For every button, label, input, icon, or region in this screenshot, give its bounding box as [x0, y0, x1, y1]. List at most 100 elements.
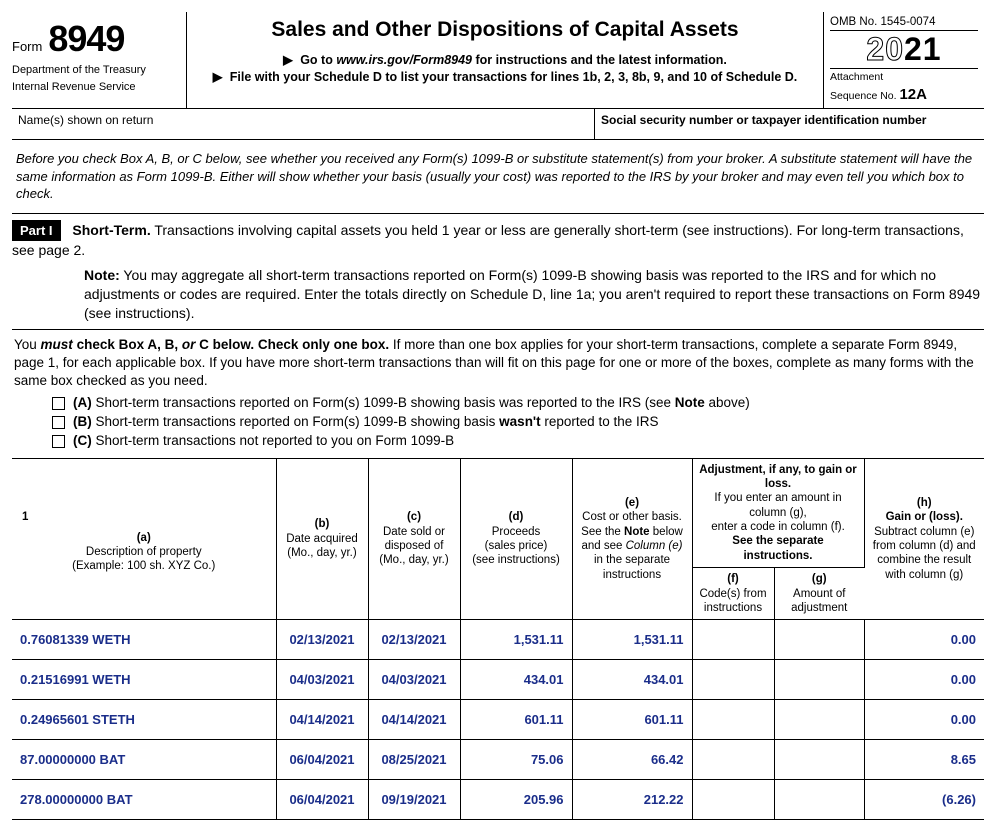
cell-b: 02/13/2021 — [276, 620, 368, 660]
part-1-label: Part I — [12, 220, 61, 242]
omb-number: OMB No. 1545-0074 — [830, 16, 978, 31]
cell-a: 0.24965601 STETH — [12, 700, 276, 740]
col-d-l3: (see instructions) — [472, 554, 560, 566]
cell-f — [692, 700, 774, 740]
cell-g — [774, 740, 864, 780]
col-adj-l1: Adjustment, if any, to gain or loss. — [699, 464, 857, 490]
file-text: File with your Schedule D to list your t… — [230, 70, 798, 84]
col-b-header: (b) Date acquired (Mo., day, yr.) — [276, 459, 368, 620]
form-word: Form — [12, 39, 42, 54]
col-e-header: (e) Cost or other basis. See the Note be… — [572, 459, 692, 620]
col-e-bold: (e) — [625, 497, 639, 509]
table-row: 278.00000000 BAT06/04/202109/19/2021205.… — [12, 780, 984, 820]
cell-g — [774, 660, 864, 700]
col-adj-l3: enter a code in column (f). — [711, 521, 845, 533]
cell-e: 434.01 — [572, 660, 692, 700]
form-file-line: ▶ File with your Schedule D to list your… — [197, 69, 813, 84]
cell-c: 04/03/2021 — [368, 660, 460, 700]
shortterm-bold: Short-Term. — [72, 222, 150, 238]
col-e-l1: Cost or other basis. — [582, 511, 682, 523]
cell-f — [692, 780, 774, 820]
part-1-note: Note: You may aggregate all short-term t… — [84, 266, 984, 323]
col-a-bold: (a) — [137, 532, 151, 544]
shortterm-text: Transactions involving capital assets yo… — [12, 222, 964, 259]
col-h-header: (h) Gain or (loss). Subtract column (e) … — [864, 459, 984, 620]
cell-e: 212.22 — [572, 780, 692, 820]
goto-url: www.irs.gov/Form8949 — [336, 53, 472, 67]
col-f-l1: Code(s) from instructions — [699, 588, 766, 614]
cb-a-note: Note — [675, 395, 705, 410]
col-adj-header: Adjustment, if any, to gain or loss. If … — [692, 459, 864, 568]
cell-h: 0.00 — [864, 700, 984, 740]
cell-e: 601.11 — [572, 700, 692, 740]
form-header: Form 8949 Department of the Treasury Int… — [12, 12, 984, 109]
cell-d: 1,531.11 — [460, 620, 572, 660]
part-1-section: Part I Short-Term. Transactions involvin… — [12, 214, 984, 330]
arrow-icon: ▶ — [213, 69, 223, 84]
col-adj-l4: See the separate instructions. — [732, 535, 823, 561]
col-e-l2b: below — [650, 526, 683, 538]
cell-h: 0.00 — [864, 660, 984, 700]
cell-d: 601.11 — [460, 700, 572, 740]
cell-g — [774, 620, 864, 660]
cb-b-pre: (B) — [73, 414, 96, 429]
tax-year: 2021 — [830, 31, 978, 69]
col-h-bold: (h) — [917, 497, 932, 509]
year-suffix: 21 — [904, 31, 942, 67]
col-d-l2: (sales price) — [485, 540, 548, 552]
col-e-l3i: Column (e) — [626, 540, 683, 552]
col-c-bold: (c) — [407, 511, 421, 523]
checkbox-c[interactable] — [52, 435, 65, 448]
cell-d: 205.96 — [460, 780, 572, 820]
form-header-left: Form 8949 Department of the Treasury Int… — [12, 12, 187, 108]
dept-treasury: Department of the Treasury — [12, 64, 178, 77]
cb-intro-post: C below. Check only one box. — [195, 337, 389, 352]
cell-b: 04/14/2021 — [276, 700, 368, 740]
seq-no: 12A — [899, 86, 927, 103]
cb-intro-mid: check Box A, B, — [73, 337, 182, 352]
table-row: 0.24965601 STETH04/14/202104/14/2021601.… — [12, 700, 984, 740]
cell-h: 0.00 — [864, 620, 984, 660]
cell-c: 08/25/2021 — [368, 740, 460, 780]
cell-d: 75.06 — [460, 740, 572, 780]
col-b-l2: (Mo., day, yr.) — [287, 547, 356, 559]
col-a-l2: (Example: 100 sh. XYZ Co.) — [72, 560, 215, 572]
row-1-label: 1 — [16, 504, 272, 530]
transactions-table: 1 (a) Description of property (Example: … — [12, 459, 984, 821]
col-b-bold: (b) — [315, 518, 330, 530]
col-e-note: Note — [624, 526, 650, 538]
note-bold: Note: — [84, 267, 120, 283]
col-c-l2: (Mo., day, yr.) — [379, 554, 448, 566]
cell-b: 06/04/2021 — [276, 740, 368, 780]
col-c-header: (c) Date sold or disposed of (Mo., day, … — [368, 459, 460, 620]
cb-c-text: Short-term transactions not reported to … — [96, 433, 455, 448]
cell-a: 87.00000000 BAT — [12, 740, 276, 780]
col-g-header: (g) Amount of adjustment — [774, 568, 864, 620]
col-g-l1: Amount of adjustment — [791, 588, 847, 614]
year-prefix: 20 — [866, 31, 904, 67]
attach-label: Attachment — [830, 71, 883, 83]
col-d-l1: Proceeds — [492, 526, 541, 538]
cell-e: 66.42 — [572, 740, 692, 780]
cell-g — [774, 700, 864, 740]
cell-c: 09/19/2021 — [368, 780, 460, 820]
col-a-header: 1 (a) Description of property (Example: … — [12, 459, 276, 620]
cell-e: 1,531.11 — [572, 620, 692, 660]
checkbox-b[interactable] — [52, 416, 65, 429]
cell-c: 04/14/2021 — [368, 700, 460, 740]
cb-a-text: Short-term transactions reported on Form… — [96, 395, 675, 410]
cell-a: 0.21516991 WETH — [12, 660, 276, 700]
attachment-seq: Attachment Sequence No. 12A — [830, 69, 978, 104]
cb-a-pre: (A) — [73, 395, 96, 410]
checkbox-a[interactable] — [52, 397, 65, 410]
col-g-bold: (g) — [812, 573, 827, 585]
col-e-l3a: and see — [581, 540, 625, 552]
form-header-center: Sales and Other Dispositions of Capital … — [187, 12, 824, 108]
dept-irs: Internal Revenue Service — [12, 81, 178, 94]
cell-h: 8.65 — [864, 740, 984, 780]
cell-a: 0.76081339 WETH — [12, 620, 276, 660]
ssn-field-label: Social security number or taxpayer ident… — [594, 109, 984, 139]
arrow-icon: ▶ — [283, 52, 293, 67]
cell-f — [692, 620, 774, 660]
cb-c-pre: (C) — [73, 433, 96, 448]
